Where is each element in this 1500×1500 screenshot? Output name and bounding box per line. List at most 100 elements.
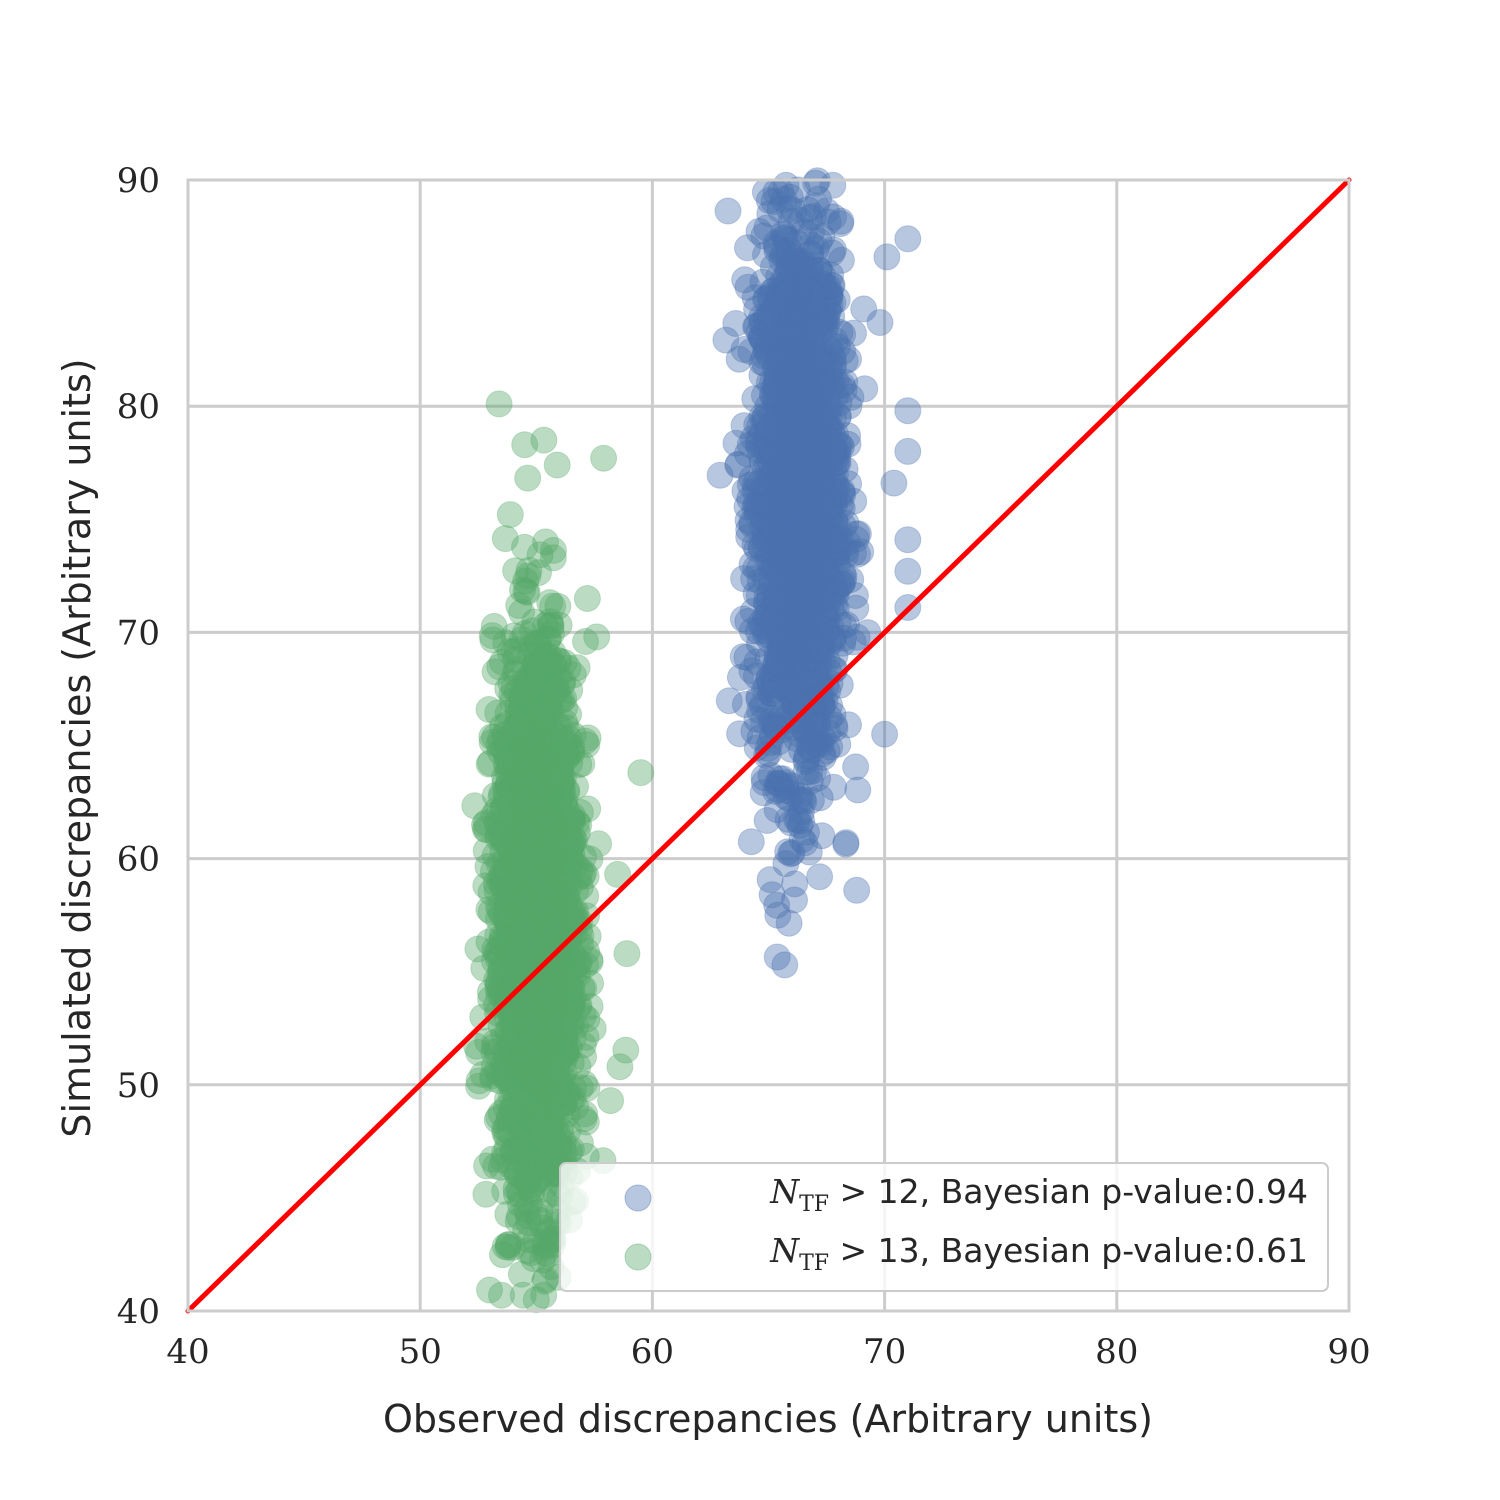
legend-marker-series-2 bbox=[624, 1243, 652, 1271]
scatter-point bbox=[773, 440, 801, 468]
scatter-point bbox=[786, 811, 814, 839]
scatter-point bbox=[776, 343, 803, 371]
scatter-point bbox=[814, 273, 842, 301]
scatter-point bbox=[769, 344, 797, 372]
scatter-point bbox=[726, 663, 754, 691]
scatter-point bbox=[749, 504, 777, 531]
scatter-point bbox=[773, 451, 801, 479]
scatter-point bbox=[776, 294, 804, 322]
scatter-point bbox=[752, 673, 780, 700]
scatter-point bbox=[776, 602, 804, 630]
scatter-point bbox=[766, 584, 794, 612]
scatter-point bbox=[802, 611, 830, 639]
scatter-point bbox=[787, 343, 815, 371]
scatter-point bbox=[550, 828, 578, 856]
scatter-point bbox=[793, 411, 821, 439]
scatter-point bbox=[778, 626, 806, 654]
scatter-point bbox=[758, 554, 786, 582]
scatter-point bbox=[779, 418, 807, 446]
scatter-point bbox=[520, 1171, 548, 1198]
scatter-point bbox=[767, 564, 795, 592]
scatter-point bbox=[752, 286, 779, 314]
scatter-point bbox=[755, 369, 783, 397]
scatter-point bbox=[809, 496, 837, 524]
scatter-point bbox=[772, 171, 800, 199]
scatter-point bbox=[724, 450, 752, 478]
scatter-point bbox=[811, 522, 839, 550]
scatter-point bbox=[807, 529, 835, 557]
scatter-point bbox=[823, 528, 851, 556]
scatter-point bbox=[762, 374, 790, 402]
scatter-point bbox=[760, 305, 788, 333]
scatter-point bbox=[771, 361, 799, 389]
scatter-point bbox=[772, 413, 800, 441]
scatter-point bbox=[803, 530, 831, 558]
scatter-point bbox=[791, 561, 819, 589]
scatter-point bbox=[743, 467, 771, 495]
scatter-point bbox=[794, 478, 822, 506]
scatter-point bbox=[792, 561, 820, 589]
scatter-point bbox=[473, 1152, 501, 1180]
scatter-point bbox=[753, 432, 781, 460]
scatter-point bbox=[774, 300, 802, 328]
scatter-point bbox=[794, 496, 821, 524]
scatter-point bbox=[894, 225, 922, 253]
scatter-point bbox=[706, 461, 734, 489]
scatter-point bbox=[815, 585, 843, 613]
scatter-point bbox=[791, 375, 819, 403]
scatter-point bbox=[803, 647, 830, 675]
scatter-point bbox=[803, 309, 831, 337]
scatter-point bbox=[808, 377, 836, 405]
scatter-point bbox=[787, 470, 815, 498]
scatter-point bbox=[787, 508, 815, 536]
scatter-point bbox=[743, 535, 771, 563]
scatter-point bbox=[894, 526, 922, 554]
scatter-point bbox=[780, 365, 808, 393]
scatter-point bbox=[769, 375, 797, 403]
scatter-point bbox=[822, 439, 850, 467]
scatter-point bbox=[753, 334, 781, 362]
scatter-point bbox=[775, 415, 803, 443]
scatter-point bbox=[777, 611, 805, 639]
scatter-point bbox=[780, 490, 808, 518]
scatter-point bbox=[786, 418, 814, 446]
scatter-point bbox=[781, 395, 809, 423]
scatter-point bbox=[741, 494, 769, 521]
scatter-point bbox=[788, 343, 816, 371]
scatter-point bbox=[789, 389, 817, 417]
scatter-point bbox=[790, 435, 818, 462]
scatter-point bbox=[809, 428, 837, 456]
scatter-point bbox=[775, 226, 803, 254]
scatter-point bbox=[837, 383, 865, 411]
scatter-point bbox=[778, 735, 805, 763]
scatter-point bbox=[771, 460, 799, 488]
scatter-point bbox=[773, 373, 800, 401]
scatter-point bbox=[804, 514, 832, 542]
scatter-point bbox=[791, 329, 819, 357]
scatter-point bbox=[835, 392, 863, 420]
scatter-point bbox=[549, 885, 577, 913]
scatter-point bbox=[871, 720, 899, 748]
scatter-point bbox=[758, 326, 785, 354]
scatter-point bbox=[792, 563, 820, 591]
scatter-point bbox=[799, 380, 827, 408]
scatter-point bbox=[796, 638, 824, 666]
scatter-point bbox=[812, 558, 840, 586]
scatter-point bbox=[764, 394, 792, 422]
scatter-point bbox=[781, 365, 809, 393]
scatter-point bbox=[765, 283, 793, 311]
scatter-point bbox=[784, 421, 812, 449]
scatter-point bbox=[782, 306, 810, 334]
scatter-point bbox=[783, 560, 810, 588]
scatter-point bbox=[781, 485, 809, 513]
scatter-point bbox=[779, 415, 807, 443]
scatter-point bbox=[765, 620, 793, 648]
scatter-point bbox=[797, 368, 825, 396]
scatter-point bbox=[794, 607, 822, 635]
scatter-point bbox=[756, 282, 784, 310]
scatter-point bbox=[780, 513, 807, 541]
scatter-point bbox=[790, 264, 818, 292]
scatter-point bbox=[779, 642, 807, 670]
scatter-point bbox=[777, 541, 805, 569]
scatter-point bbox=[820, 441, 847, 469]
